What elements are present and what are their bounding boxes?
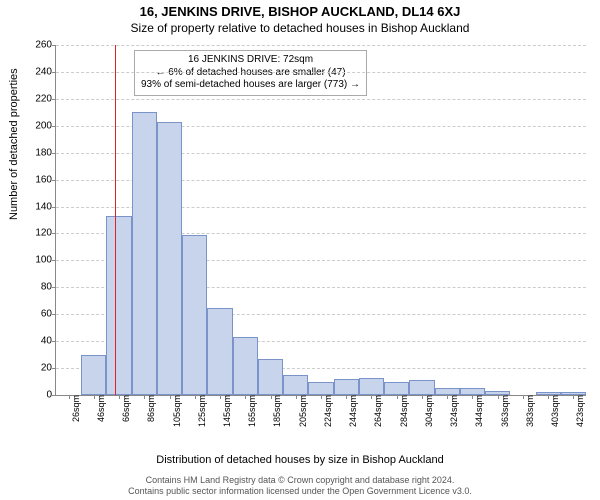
y-tick-label: 20 <box>41 363 56 374</box>
histogram-bar <box>460 388 485 395</box>
histogram-bar <box>81 355 106 395</box>
histogram-bar <box>435 388 460 395</box>
y-tick-label: 60 <box>41 309 56 320</box>
info-box-line: 93% of semi-detached houses are larger (… <box>141 79 360 92</box>
y-tick-label: 200 <box>35 120 56 131</box>
chart-container: 16, JENKINS DRIVE, BISHOP AUCKLAND, DL14… <box>0 0 600 500</box>
y-tick-label: 40 <box>41 336 56 347</box>
histogram-bar <box>258 359 283 395</box>
y-tick-label: 0 <box>46 390 56 401</box>
y-tick-label: 100 <box>35 255 56 266</box>
histogram-bar <box>283 375 308 395</box>
y-tick-label: 160 <box>35 174 56 185</box>
info-box-line: 16 JENKINS DRIVE: 72sqm <box>141 54 360 67</box>
y-tick-label: 120 <box>35 228 56 239</box>
x-tick-label: 86sqm <box>144 395 156 422</box>
histogram-bar <box>308 382 333 395</box>
histogram-bar <box>409 380 434 395</box>
histogram-bar <box>384 382 409 395</box>
x-tick-label: 145sqm <box>220 395 232 427</box>
x-tick-label: 403sqm <box>548 395 560 427</box>
grid-line <box>56 99 586 100</box>
footer-line-2: Contains public sector information licen… <box>0 486 600 497</box>
page-subtitle: Size of property relative to detached ho… <box>0 19 600 35</box>
x-tick-label: 125sqm <box>195 395 207 427</box>
x-tick-label: 304sqm <box>422 395 434 427</box>
footer-line-1: Contains HM Land Registry data © Crown c… <box>0 475 600 486</box>
histogram-bar <box>207 308 232 396</box>
y-axis-label: Number of detached properties <box>8 68 20 220</box>
grid-line <box>56 72 586 73</box>
x-tick-label: 344sqm <box>472 395 484 427</box>
grid-line <box>56 45 586 46</box>
y-tick-label: 140 <box>35 201 56 212</box>
footer-attribution: Contains HM Land Registry data © Crown c… <box>0 475 600 497</box>
reference-line <box>115 45 116 395</box>
x-tick-label: 165sqm <box>245 395 257 427</box>
x-tick-label: 224sqm <box>321 395 333 427</box>
x-tick-label: 105sqm <box>170 395 182 427</box>
histogram-bar <box>233 337 258 395</box>
x-tick-label: 363sqm <box>498 395 510 427</box>
x-tick-label: 284sqm <box>397 395 409 427</box>
x-tick-label: 244sqm <box>346 395 358 427</box>
page-title: 16, JENKINS DRIVE, BISHOP AUCKLAND, DL14… <box>0 0 600 19</box>
x-tick-label: 324sqm <box>447 395 459 427</box>
histogram-bar <box>106 216 131 395</box>
y-tick-label: 220 <box>35 93 56 104</box>
plot-area: 16 JENKINS DRIVE: 72sqm← 6% of detached … <box>55 45 586 396</box>
histogram-bar <box>334 379 359 395</box>
x-tick-label: 185sqm <box>271 395 283 427</box>
x-tick-label: 423sqm <box>573 395 585 427</box>
x-tick-label: 383sqm <box>523 395 535 427</box>
histogram-bar <box>157 122 182 395</box>
histogram-bar <box>359 378 384 396</box>
y-tick-label: 180 <box>35 147 56 158</box>
x-axis-label: Distribution of detached houses by size … <box>0 454 600 466</box>
x-tick-label: 264sqm <box>371 395 383 427</box>
x-tick-label: 205sqm <box>296 395 308 427</box>
y-tick-label: 80 <box>41 282 56 293</box>
x-tick-label: 46sqm <box>94 395 106 422</box>
y-tick-label: 240 <box>35 66 56 77</box>
histogram-bar <box>132 112 157 395</box>
x-tick-label: 26sqm <box>69 395 81 422</box>
histogram-bar <box>182 235 207 395</box>
y-tick-label: 260 <box>35 40 56 51</box>
x-tick-label: 66sqm <box>119 395 131 422</box>
